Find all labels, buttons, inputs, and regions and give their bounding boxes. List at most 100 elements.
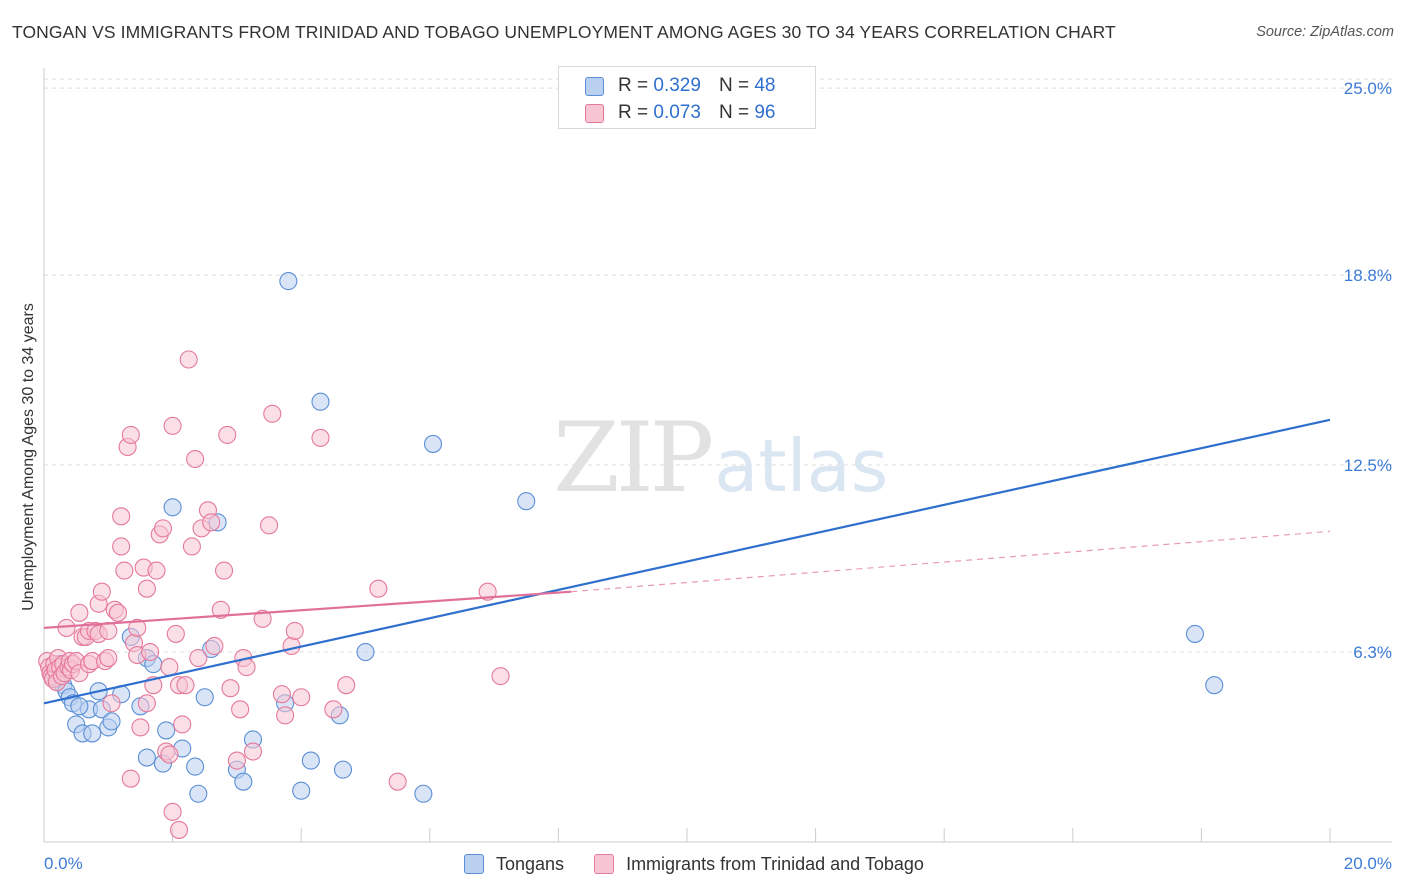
point-immigrants xyxy=(121,769,140,788)
legend-swatch-immigrants xyxy=(594,854,615,874)
point-immigrants xyxy=(137,579,156,598)
point-tongans xyxy=(137,748,156,767)
grid-lines xyxy=(44,78,1392,653)
point-tongans xyxy=(234,772,253,791)
point-immigrants xyxy=(218,425,237,444)
point-immigrants xyxy=(478,582,497,601)
trend-lines xyxy=(43,418,1331,705)
point-immigrants xyxy=(243,742,263,761)
legend-item-tongans: Tongans xyxy=(464,854,564,875)
legend-r-label: R = xyxy=(618,75,649,96)
point-immigrants xyxy=(166,624,185,643)
point-immigrants xyxy=(231,700,250,719)
legend-row-immigrants: R = 0.073 N = 96 xyxy=(585,102,775,124)
axes xyxy=(43,68,1392,843)
point-immigrants xyxy=(112,537,131,556)
point-tongans xyxy=(1185,624,1205,643)
point-immigrants xyxy=(173,715,192,734)
point-immigrants xyxy=(324,700,343,719)
legend-row-tongans: R = 0.329 N = 48 xyxy=(585,75,775,97)
point-tongans xyxy=(333,760,353,779)
point-immigrants xyxy=(137,694,156,713)
trend-immigrants xyxy=(43,590,572,629)
point-immigrants xyxy=(221,679,240,698)
point-immigrants xyxy=(491,667,510,686)
point-immigrants xyxy=(237,658,256,677)
point-immigrants xyxy=(99,648,118,668)
point-immigrants xyxy=(272,685,291,704)
y-axis-label: Unemployment Among Ages 30 to 34 years xyxy=(20,303,37,611)
point-immigrants xyxy=(108,603,127,622)
point-immigrants xyxy=(147,561,166,580)
legend-swatch-immigrants xyxy=(585,103,604,123)
legend-label-immigrants: Immigrants from Trinidad and Tobago xyxy=(626,853,924,874)
point-tongans xyxy=(186,757,205,776)
y-tick-label: 18.8% xyxy=(1344,266,1392,285)
trend-immigrants-extension xyxy=(571,530,1331,593)
point-immigrants xyxy=(92,582,111,601)
point-immigrants xyxy=(259,516,279,535)
y-tick-label: 25.0% xyxy=(1344,79,1392,98)
point-tongans xyxy=(189,784,208,803)
point-immigrants xyxy=(160,745,179,764)
point-tongans xyxy=(301,751,320,770)
point-immigrants xyxy=(263,404,282,423)
point-immigrants xyxy=(160,658,179,677)
point-immigrants xyxy=(311,428,330,447)
point-immigrants xyxy=(153,519,173,538)
legend-n-label: N = xyxy=(718,102,750,123)
y-tick-label: 12.5% xyxy=(1344,456,1392,475)
point-immigrants xyxy=(189,648,208,668)
point-immigrants xyxy=(131,718,150,737)
chart-title: TONGAN VS IMMIGRANTS FROM TRINIDAD AND T… xyxy=(12,22,1116,42)
point-immigrants xyxy=(337,676,356,695)
source-label: Source: ZipAtlas.com xyxy=(1256,24,1394,40)
point-immigrants xyxy=(57,618,76,637)
tick-labels: 6.3% 12.5% 18.8% 25.0% 0.0% 20.0% xyxy=(44,79,1392,873)
point-immigrants xyxy=(186,449,205,469)
point-immigrants xyxy=(163,416,182,435)
legend-r-label: R = xyxy=(618,102,649,123)
point-tongans xyxy=(83,724,102,743)
point-tongans xyxy=(279,272,298,291)
point-tongans xyxy=(195,688,214,707)
point-immigrants xyxy=(70,603,89,622)
series-legend: Tongans Immigrants from Trinidad and Tob… xyxy=(464,851,954,877)
legend-r-value: 0.073 xyxy=(653,102,701,123)
point-tongans xyxy=(163,498,182,517)
point-tongans xyxy=(1205,676,1224,695)
point-immigrants xyxy=(285,621,304,640)
point-immigrants xyxy=(182,537,201,556)
point-immigrants xyxy=(369,579,388,598)
point-immigrants xyxy=(282,636,301,656)
point-immigrants xyxy=(115,561,134,580)
x-tick-label: 20.0% xyxy=(1344,854,1392,873)
point-immigrants xyxy=(102,694,121,713)
point-tongans xyxy=(423,434,443,453)
point-immigrants xyxy=(121,425,140,444)
point-immigrants xyxy=(292,688,311,707)
point-immigrants xyxy=(211,600,230,619)
point-immigrants xyxy=(227,751,246,770)
point-immigrants xyxy=(141,642,160,662)
point-immigrants xyxy=(128,618,147,637)
point-immigrants xyxy=(205,636,224,656)
legend-r-value: 0.329 xyxy=(653,75,701,96)
point-immigrants xyxy=(276,706,295,725)
point-immigrants xyxy=(179,350,198,369)
point-tongans xyxy=(356,642,375,662)
point-tongans xyxy=(70,697,89,716)
point-immigrants xyxy=(202,513,221,532)
point-immigrants xyxy=(112,507,131,526)
point-tongans xyxy=(311,392,330,411)
point-immigrants xyxy=(176,676,195,695)
point-immigrants xyxy=(388,772,407,791)
point-tongans xyxy=(292,781,311,800)
point-immigrants xyxy=(163,802,182,821)
legend-n-value: 96 xyxy=(754,102,776,123)
legend-item-immigrants: Immigrants from Trinidad and Tobago xyxy=(594,854,924,875)
point-immigrants xyxy=(169,820,189,839)
point-tongans xyxy=(102,712,121,731)
legend-swatch-tongans xyxy=(585,76,604,96)
